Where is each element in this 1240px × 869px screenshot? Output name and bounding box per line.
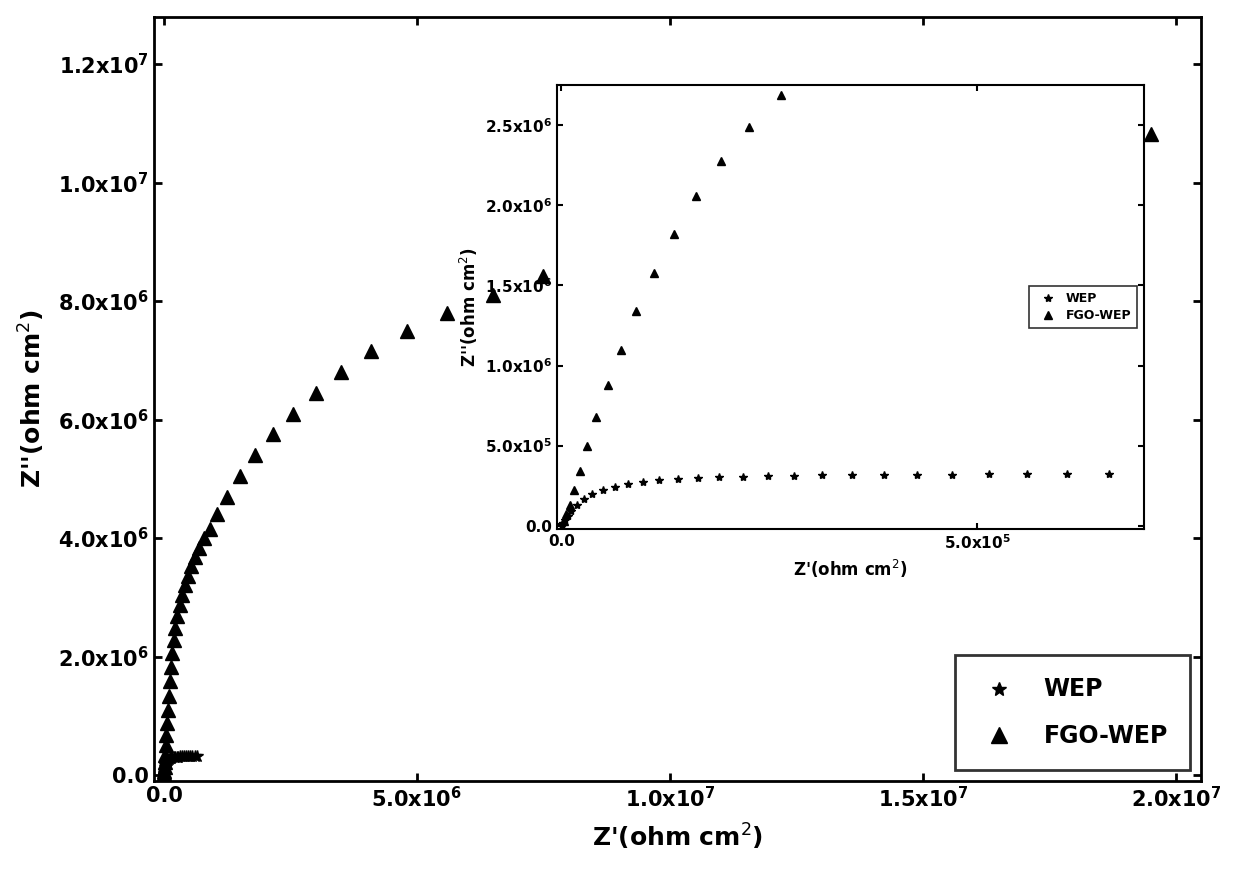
WEP (182, 751, 197, 761)
FGO-WEP (184, 561, 198, 572)
FGO-WEP (175, 590, 190, 600)
FGO-WEP (536, 271, 551, 282)
WEP (175, 751, 190, 761)
Line: WEP: WEP (157, 750, 203, 781)
FGO-WEP (1143, 129, 1158, 139)
WEP (159, 759, 174, 769)
WEP (187, 751, 202, 761)
WEP (165, 753, 180, 763)
FGO-WEP (159, 740, 174, 751)
FGO-WEP (172, 600, 187, 610)
FGO-WEP (334, 367, 348, 377)
FGO-WEP (180, 571, 195, 581)
FGO-WEP (165, 647, 180, 658)
WEP (157, 760, 172, 771)
FGO-WEP (1073, 137, 1087, 148)
WEP (176, 751, 191, 761)
WEP (190, 751, 205, 761)
FGO-WEP (399, 326, 414, 336)
WEP (156, 769, 171, 779)
FGO-WEP (440, 308, 455, 318)
WEP (156, 767, 171, 778)
WEP (171, 752, 186, 762)
Legend: WEP, FGO-WEP: WEP, FGO-WEP (955, 655, 1190, 770)
FGO-WEP (485, 290, 500, 301)
FGO-WEP (156, 768, 171, 779)
FGO-WEP (169, 622, 184, 633)
FGO-WEP (187, 552, 202, 562)
WEP (161, 753, 176, 764)
FGO-WEP (170, 610, 185, 620)
WEP (157, 765, 172, 775)
FGO-WEP (232, 471, 247, 481)
WEP (161, 754, 176, 765)
FGO-WEP (219, 491, 234, 501)
FGO-WEP (157, 757, 172, 767)
WEP (157, 762, 172, 773)
WEP (160, 755, 175, 766)
WEP (162, 753, 177, 764)
FGO-WEP (160, 705, 175, 715)
FGO-WEP (875, 177, 890, 188)
FGO-WEP (647, 238, 662, 249)
WEP (172, 752, 187, 762)
FGO-WEP (157, 750, 172, 760)
FGO-WEP (162, 676, 177, 687)
FGO-WEP (759, 207, 774, 217)
FGO-WEP (159, 730, 174, 740)
FGO-WEP (936, 163, 951, 173)
FGO-WEP (210, 509, 224, 520)
WEP (185, 751, 200, 761)
FGO-WEP (164, 662, 179, 673)
X-axis label: Z'(ohm cm$^2$): Z'(ohm cm$^2$) (591, 822, 763, 852)
FGO-WEP (815, 192, 830, 202)
FGO-WEP (703, 222, 718, 232)
WEP (156, 769, 171, 779)
FGO-WEP (365, 346, 379, 356)
FGO-WEP (202, 523, 217, 534)
FGO-WEP (157, 766, 172, 776)
Y-axis label: Z''(ohm cm$^2$): Z''(ohm cm$^2$) (16, 309, 47, 488)
WEP (166, 752, 181, 762)
WEP (164, 753, 179, 763)
FGO-WEP (265, 429, 280, 440)
WEP (180, 751, 195, 761)
FGO-WEP (248, 450, 263, 461)
FGO-WEP (157, 762, 172, 773)
FGO-WEP (161, 691, 176, 701)
WEP (159, 757, 174, 767)
WEP (169, 752, 184, 762)
FGO-WEP (166, 634, 181, 645)
FGO-WEP (285, 408, 300, 419)
WEP (167, 752, 182, 762)
FGO-WEP (177, 580, 192, 591)
FGO-WEP (197, 533, 212, 543)
WEP (156, 770, 171, 780)
WEP (157, 766, 172, 777)
Line: FGO-WEP: FGO-WEP (157, 127, 1158, 780)
FGO-WEP (591, 255, 606, 265)
FGO-WEP (160, 718, 175, 728)
FGO-WEP (309, 388, 324, 398)
WEP (179, 751, 193, 761)
FGO-WEP (192, 542, 207, 553)
FGO-WEP (1002, 149, 1017, 159)
